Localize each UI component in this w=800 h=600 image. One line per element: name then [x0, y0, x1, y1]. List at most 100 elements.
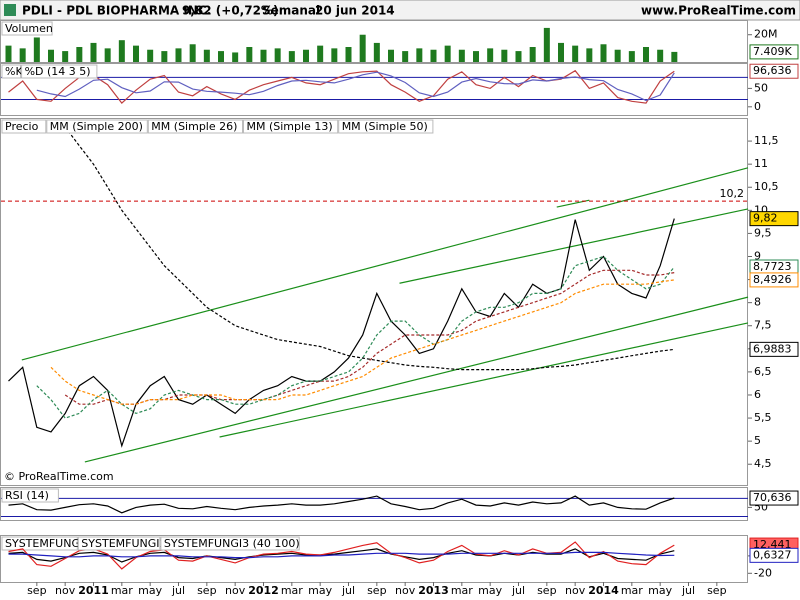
- legend-box: [243, 119, 339, 134]
- last-value-label: 96,636: [753, 64, 792, 77]
- volume-bar: [628, 51, 635, 62]
- last-value-box: [749, 211, 799, 227]
- last-value-box: [749, 490, 799, 506]
- x-tick-label: sep: [707, 584, 726, 597]
- series-line: [8, 69, 675, 104]
- y-tick-label: 10,5: [754, 180, 779, 193]
- x-tick-label: 2013: [418, 584, 449, 597]
- volume-bar: [515, 51, 522, 62]
- last-value-label: 7.409K: [753, 45, 792, 58]
- series-line: [8, 495, 675, 514]
- trend-line: [219, 322, 749, 438]
- series-line: [50, 279, 675, 405]
- legend-label: Volumen: [5, 22, 53, 35]
- y-tick-label: 20M: [754, 28, 778, 41]
- volume-bar: [104, 48, 111, 62]
- volume-bar: [416, 48, 423, 62]
- volume-bar: [373, 42, 380, 62]
- trend-line: [21, 167, 749, 361]
- volume-bar: [317, 45, 324, 62]
- legend-box: [1, 21, 53, 36]
- volume-bar: [246, 47, 253, 62]
- x-tick-label: 2014: [588, 584, 619, 597]
- x-tick-label: mar: [621, 584, 643, 597]
- x-tick-label: nov: [55, 584, 76, 597]
- x-tick-label: nov: [395, 584, 416, 597]
- volume-bar: [147, 49, 154, 62]
- y-tick-label: 9,5: [754, 226, 772, 239]
- volume-bar: [430, 49, 437, 62]
- volume-bar: [33, 37, 40, 62]
- volume-bar: [260, 49, 267, 62]
- header-icon: [4, 4, 16, 16]
- volume-bar: [600, 44, 607, 62]
- date: 20 jun 2014: [315, 4, 395, 18]
- volume-bar: [558, 42, 564, 62]
- last-value-label: 8,7723: [753, 260, 792, 273]
- x-tick-label: jul: [511, 584, 525, 597]
- last-value-label: 70,636: [753, 491, 792, 504]
- series-line: [64, 126, 675, 371]
- x-tick-label: may: [478, 584, 502, 597]
- legend-box: [77, 536, 161, 551]
- volume-bar: [133, 45, 139, 62]
- y-tick-label: 5,5: [754, 411, 772, 424]
- panel-frame: [0, 535, 748, 583]
- volume-bar: [232, 52, 239, 62]
- volume-bar: [345, 47, 352, 62]
- volume-bar: [274, 48, 281, 62]
- last-value-box: [749, 272, 799, 288]
- x-tick-label: may: [648, 584, 672, 597]
- last-value-box: [749, 341, 799, 357]
- last-value-box: [749, 547, 799, 563]
- legend-label: MM (Simple 26): [151, 120, 237, 133]
- legend-label: SYSTEMFUNGI: [5, 537, 83, 550]
- last-value-label: 9,82: [753, 212, 778, 225]
- trend-line: [84, 296, 749, 463]
- panel-frame: [0, 63, 748, 116]
- y-tick-label: 9: [754, 249, 761, 262]
- volume-bar: [62, 51, 69, 62]
- volume-bar: [203, 49, 210, 62]
- trend-line: [399, 208, 749, 284]
- legend-label: MM (Simple 13): [247, 120, 333, 133]
- volume-bar: [458, 49, 465, 62]
- volume-bar: [118, 40, 125, 62]
- x-tick-label: mar: [111, 584, 133, 597]
- series-line: [36, 71, 675, 102]
- x-tick-label: mar: [451, 584, 473, 597]
- last-value-label: 8,4926: [753, 273, 792, 286]
- legend-label: SYSTEMFUNGI2: [81, 537, 166, 550]
- volume-bar: [572, 45, 579, 62]
- legend-box: [338, 119, 434, 134]
- volume-bar: [19, 48, 26, 62]
- last-value-box: [749, 63, 799, 79]
- volume-bar: [388, 49, 394, 62]
- last-value-label: 0,6327: [753, 548, 792, 561]
- x-tick-label: sep: [367, 584, 386, 597]
- y-tick-label: 7,5: [754, 319, 772, 332]
- series-line: [8, 541, 675, 570]
- legend-label: SYSTEMFUNGI3 (40 100): [164, 537, 300, 550]
- volume-bar: [303, 49, 309, 62]
- series-line: [8, 218, 675, 448]
- volume-bar: [402, 51, 409, 62]
- series-line: [36, 255, 675, 419]
- volume-bar: [5, 45, 12, 62]
- x-tick-label: nov: [565, 584, 586, 597]
- volume-bar: [76, 47, 83, 62]
- x-tick-label: sep: [197, 584, 216, 597]
- reference-label: 10,2: [720, 187, 745, 200]
- x-tick-label: jul: [341, 584, 355, 597]
- y-tick-label: 8: [754, 296, 761, 309]
- x-tick-label: nov: [225, 584, 246, 597]
- last-value-label: 12,441: [753, 538, 792, 551]
- x-tick-label: 2011: [78, 584, 109, 597]
- x-tick-label: mar: [281, 584, 303, 597]
- legend-label: Precio: [5, 120, 39, 133]
- y-tick-label: 4,5: [754, 457, 772, 470]
- panel-frame: [0, 118, 748, 486]
- legend-box: [1, 64, 22, 79]
